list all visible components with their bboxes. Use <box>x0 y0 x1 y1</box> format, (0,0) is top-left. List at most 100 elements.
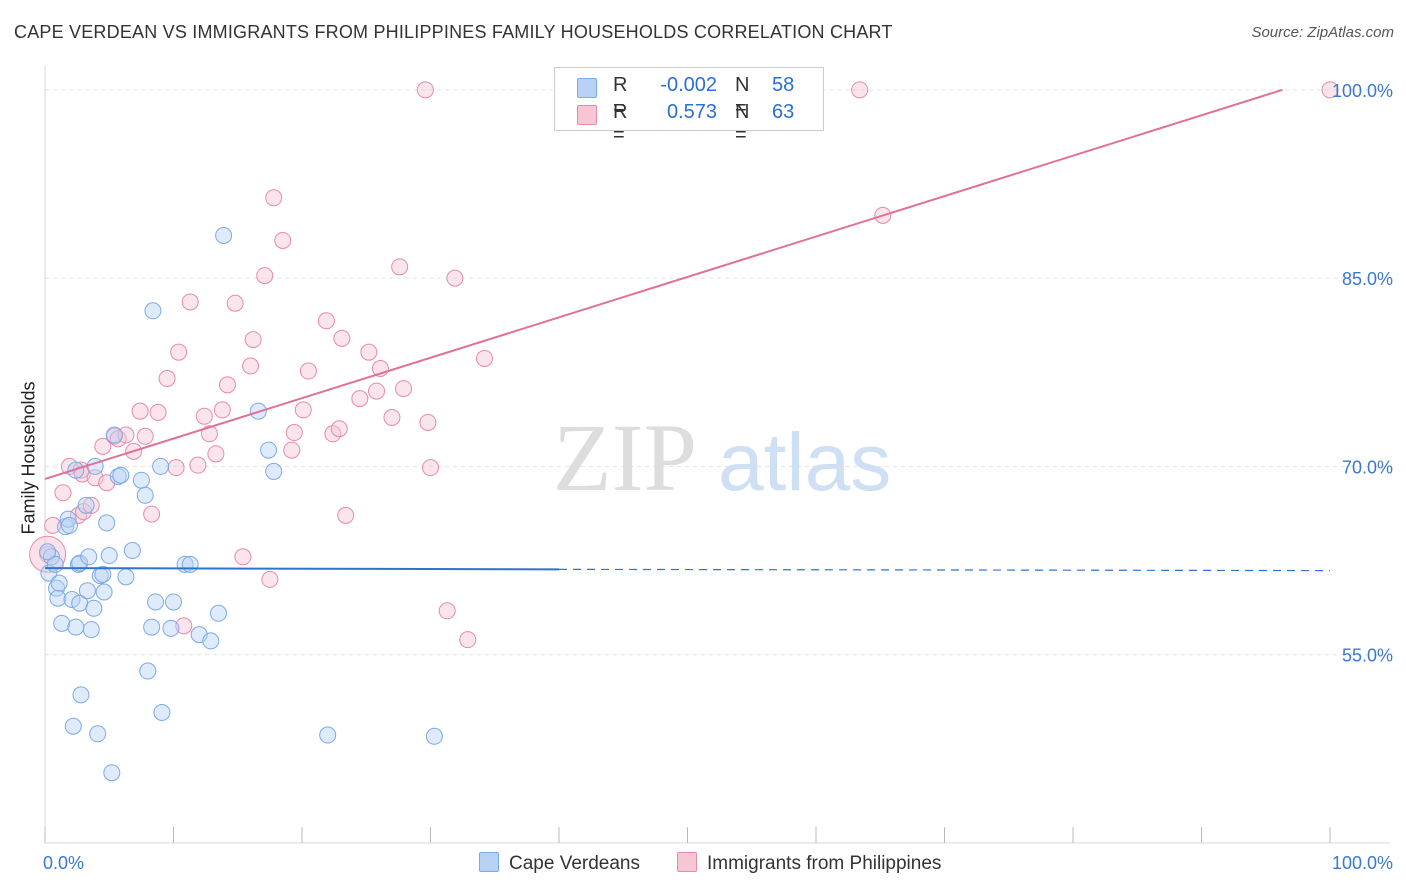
philippines-point <box>274 231 292 249</box>
cape-verdean-point <box>265 462 283 480</box>
philippines-point <box>391 258 409 276</box>
y-tick-label: 100.0% <box>1332 81 1393 101</box>
cape-verdean-point <box>425 727 443 745</box>
philippines-point <box>360 343 378 361</box>
legend-n-value: 58 <box>772 74 795 96</box>
bottom-legend-philippines: Immigrants from Philippines <box>677 852 941 875</box>
cape-verdean-point <box>143 618 161 636</box>
philippines-point <box>195 407 213 425</box>
cape-verdean-point <box>105 426 123 444</box>
philippines-point <box>158 370 176 388</box>
bottom-legend-label: Cape Verdeans <box>509 853 640 874</box>
cape-verdean-point <box>64 717 82 735</box>
cape-verdean-point <box>215 226 233 244</box>
philippines-point <box>283 441 301 459</box>
philippines-point <box>299 362 317 380</box>
philippines-point <box>330 420 348 438</box>
legend-r-label: R = <box>613 74 628 119</box>
philippines-point <box>368 382 386 400</box>
series-philippines-points <box>29 81 1339 649</box>
cape-verdean-point <box>319 726 337 744</box>
philippines-point <box>136 427 154 445</box>
cape-verdean-point <box>95 583 113 601</box>
cape-verdean-trendline <box>44 567 560 571</box>
cape-verdean-point <box>80 548 98 566</box>
cape-verdean-point <box>59 510 77 528</box>
bottom-legend-cape-verdeans: Cape Verdeans <box>479 852 640 875</box>
cape-verdean-point <box>89 725 107 743</box>
philippines-point <box>475 349 493 367</box>
philippines-point <box>82 496 100 514</box>
source-label: Source: ZipAtlas.com <box>1251 24 1394 41</box>
legend-n-label: N = <box>735 101 750 146</box>
philippines-point <box>218 376 236 394</box>
watermark-atlas: atlas <box>718 417 891 508</box>
cape-verdean-point <box>98 514 116 532</box>
cape-verdean-point <box>39 543 57 561</box>
cape-verdean-point <box>152 457 170 475</box>
philippines-point <box>294 401 312 419</box>
philippines-trendline <box>44 88 1283 480</box>
trend-lines <box>44 88 1331 572</box>
bottom-legend-swatch-pink <box>677 852 697 872</box>
cape-verdean-point <box>77 496 95 514</box>
cape-verdean-point <box>71 554 89 572</box>
cape-verdean-point <box>60 516 78 534</box>
axes <box>44 66 1390 844</box>
bottom-legend-label: Immigrants from Philippines <box>707 853 942 874</box>
cape-verdean-point <box>147 593 165 611</box>
philippines-point <box>189 456 207 474</box>
philippines-point <box>383 408 401 426</box>
cape-verdean-point <box>103 764 121 782</box>
cape-verdean-point <box>100 547 118 565</box>
philippines-point <box>117 426 135 444</box>
cape-verdean-point <box>67 618 85 636</box>
tick-labels: 55.0% 70.0% 85.0% 100.0% 0.0% 100.0% <box>43 81 1393 873</box>
cape-verdean-point <box>53 614 71 632</box>
chart-title: CAPE VERDEAN VS IMMIGRANTS FROM PHILIPPI… <box>14 22 893 42</box>
legend-r-label: R = <box>613 101 628 146</box>
philippines-point <box>422 459 439 477</box>
philippines-point <box>459 631 477 649</box>
cape-verdean-point <box>202 632 220 650</box>
cape-verdean-point <box>72 686 90 704</box>
cape-verdean-point <box>63 590 81 608</box>
philippines-point <box>234 548 252 566</box>
legend-n-value: 63 <box>772 101 795 123</box>
philippines-point <box>170 343 188 361</box>
stats-legend: R = -0.002 N = 58 R = 0.573 N = 63 <box>554 67 824 146</box>
philippines-point <box>317 312 335 330</box>
philippines-point <box>143 505 161 523</box>
philippines-point <box>181 293 199 311</box>
legend-n-label: N = <box>735 74 750 119</box>
philippines-point <box>207 445 225 463</box>
cape-verdean-point <box>139 662 157 680</box>
philippines-point <box>94 437 112 455</box>
philippines-point <box>242 357 260 375</box>
cape-verdean-point <box>144 302 162 320</box>
philippines-point <box>1321 81 1339 99</box>
philippines-point <box>226 294 244 312</box>
y-tick-label: 70.0% <box>1342 457 1393 477</box>
series-cape-verdeans-points <box>39 226 443 782</box>
cape-verdean-point <box>117 568 135 586</box>
philippines-point <box>131 402 149 420</box>
cape-verdean-point <box>94 565 112 583</box>
philippines-point <box>419 413 437 431</box>
cape-verdean-point <box>165 593 182 611</box>
philippines-point <box>395 380 413 398</box>
philippines-point <box>175 617 193 635</box>
cape-verdean-point <box>136 486 154 504</box>
legend-swatch-blue <box>577 78 597 98</box>
philippines-point <box>333 329 351 347</box>
cape-verdean-point <box>209 604 227 622</box>
cape-verdean-point <box>112 466 130 484</box>
cape-verdean-point <box>40 564 58 582</box>
cape-verdean-point <box>132 471 150 489</box>
y-tick-label: 55.0% <box>1342 646 1393 666</box>
y-tick-label: 85.0% <box>1342 269 1393 289</box>
philippines-point <box>438 602 456 620</box>
philippines-point <box>149 403 167 421</box>
philippines-point <box>167 459 185 477</box>
